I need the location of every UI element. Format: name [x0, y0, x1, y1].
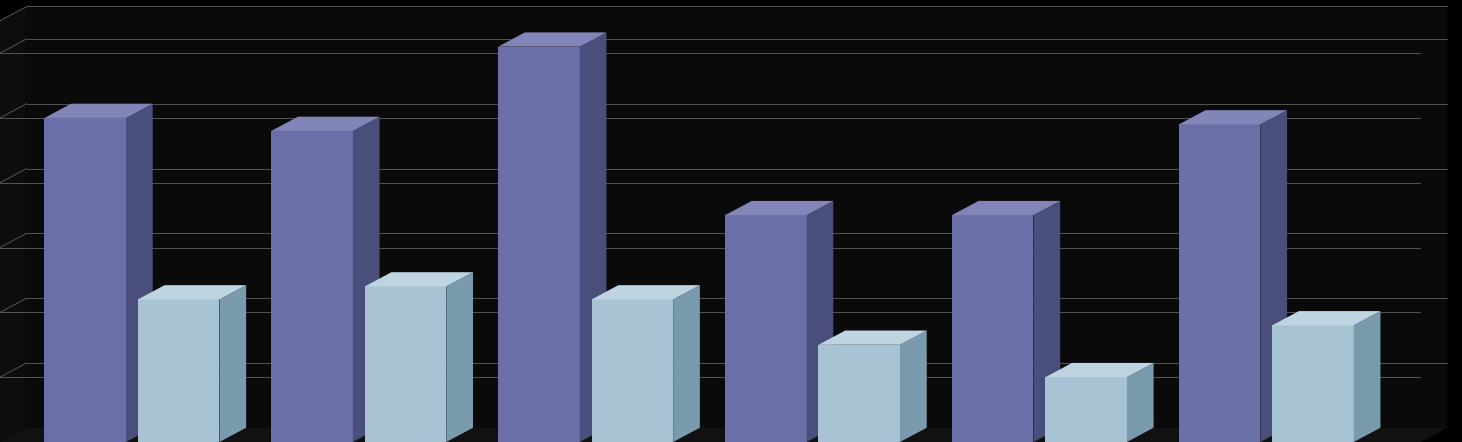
Polygon shape — [44, 104, 152, 118]
Polygon shape — [219, 285, 246, 442]
Polygon shape — [1034, 201, 1060, 442]
Polygon shape — [901, 331, 927, 442]
Polygon shape — [364, 272, 474, 286]
Polygon shape — [26, 7, 1447, 428]
Polygon shape — [499, 32, 607, 47]
Polygon shape — [1272, 311, 1380, 325]
Polygon shape — [499, 47, 580, 442]
Polygon shape — [1354, 311, 1380, 442]
Polygon shape — [0, 7, 26, 442]
Polygon shape — [725, 201, 833, 215]
Polygon shape — [272, 131, 352, 442]
Polygon shape — [364, 286, 446, 442]
Polygon shape — [0, 428, 1447, 442]
Polygon shape — [673, 285, 700, 442]
Polygon shape — [1045, 377, 1127, 442]
Polygon shape — [1127, 363, 1154, 442]
Polygon shape — [352, 117, 380, 442]
Polygon shape — [1045, 363, 1154, 377]
Polygon shape — [1178, 110, 1287, 125]
Polygon shape — [1260, 110, 1287, 442]
Polygon shape — [819, 331, 927, 345]
Polygon shape — [272, 117, 380, 131]
Polygon shape — [137, 299, 219, 442]
Polygon shape — [807, 201, 833, 442]
Polygon shape — [592, 285, 700, 299]
Polygon shape — [137, 285, 246, 299]
Polygon shape — [725, 215, 807, 442]
Polygon shape — [1178, 125, 1260, 442]
Polygon shape — [952, 201, 1060, 215]
Polygon shape — [952, 215, 1034, 442]
Polygon shape — [592, 299, 673, 442]
Polygon shape — [44, 118, 126, 442]
Polygon shape — [126, 104, 152, 442]
Polygon shape — [1272, 325, 1354, 442]
Polygon shape — [580, 32, 607, 442]
Polygon shape — [446, 272, 474, 442]
Polygon shape — [819, 345, 901, 442]
